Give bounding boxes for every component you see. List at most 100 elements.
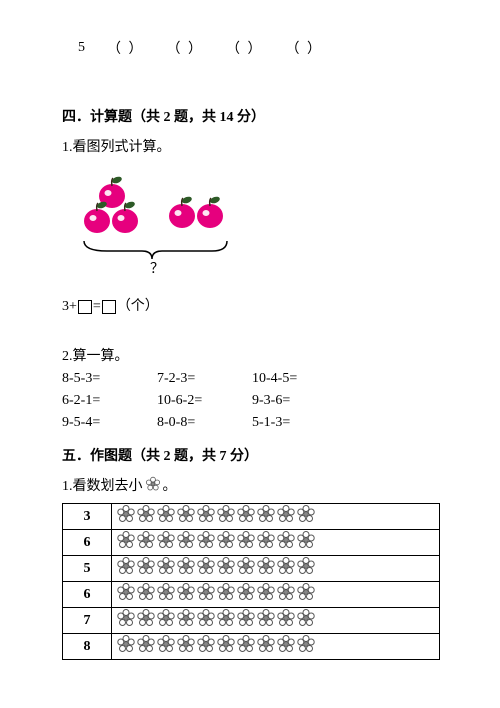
flower-icon [176,530,196,555]
flower-icon [116,582,136,607]
flower-cell [112,504,440,530]
flower-icon [276,504,296,529]
flower-icon [176,634,196,659]
flower-icon [276,556,296,581]
num-cell: 6 [63,530,112,556]
flower-cell [112,582,440,608]
flower-cell [112,608,440,634]
flower-icon [296,608,316,633]
paren-blank-3: （ ） [286,38,324,58]
flower-icon [136,556,156,581]
flower-icon [296,530,316,555]
flower-icon [136,504,156,529]
flower-icon [296,634,316,659]
flower-icon [196,556,216,581]
flower-icon [196,530,216,555]
flower-icon [216,634,236,659]
q2-label: 2.算一算。 [62,345,438,365]
paren-blank-1: （ ） [167,38,205,58]
eq-mid: = [93,299,101,314]
flower-icon [196,504,216,529]
flower-icon [136,608,156,633]
calc-cell: 10-6-2= [157,393,252,409]
flower-cell [112,634,440,660]
calc-cell: 6-2-1= [62,393,157,409]
calc-cell: 8-0-8= [157,415,252,431]
calc-grid: 8-5-3= 7-2-3= 10-4-5= 6-2-1= 10-6-2= 9-3… [62,371,438,431]
calc-row: 6-2-1= 10-6-2= 9-3-6= [62,393,438,409]
flower-icon [196,634,216,659]
paren-blank-2: （ ） [226,38,264,58]
eq-prefix: 3+ [62,299,77,314]
svg-text:？: ？ [150,262,164,276]
flower-icon [276,530,296,555]
flower-cell [112,530,440,556]
table-row: 7 [63,608,440,634]
flower-icon [236,608,256,633]
flower-icon [216,582,236,607]
flower-icon [296,556,316,581]
flower-icon [236,504,256,529]
num-cell: 5 [63,556,112,582]
flower-icon [116,530,136,555]
num-cell: 8 [63,634,112,660]
flower-icon [176,556,196,581]
flower-icon [236,634,256,659]
eq-suffix: （个） [117,299,159,314]
calc-cell: 7-2-3= [157,371,252,387]
eq-box2 [102,300,116,314]
calc-cell: 9-3-6= [252,393,347,409]
flower-icon [176,582,196,607]
flower-icon [296,504,316,529]
flower-icon [256,608,276,633]
flower-icon [296,582,316,607]
flower-icon [136,530,156,555]
flower-icon [276,608,296,633]
num-cell: 6 [63,582,112,608]
paren-blank-0: （ ） [107,38,145,58]
table-row: 6 [63,530,440,556]
flower-icon [145,476,161,497]
num-cell: 7 [63,608,112,634]
top-fill-row: 5 （ ） （ ） （ ） （ ） [62,38,438,58]
flower-icon [116,608,136,633]
section5-title: 五．作图题（共 2 题，共 7 分） [62,445,438,465]
flower-icon [176,504,196,529]
flower-icon [156,608,176,633]
flower-icon [196,582,216,607]
calc-cell: 5-1-3= [252,415,347,431]
q1-label: 1.看图列式计算。 [62,136,438,156]
calc-cell: 8-5-3= [62,371,157,387]
flower-icon [176,608,196,633]
flower-icon [256,582,276,607]
apple-illustration: ？ [62,166,438,281]
table-row: 8 [63,634,440,660]
flower-icon [216,530,236,555]
calc-cell: 10-4-5= [252,371,347,387]
flower-icon [276,582,296,607]
flower-cell [112,556,440,582]
table-row: 3 [63,504,440,530]
flower-icon [136,634,156,659]
flower-icon [196,608,216,633]
flower-icon [116,634,136,659]
eq-box1 [78,300,92,314]
flower-icon [276,634,296,659]
flower-icon [116,504,136,529]
flower-icon [256,556,276,581]
flower-icon [156,504,176,529]
num-cell: 3 [63,504,112,530]
table-row: 5 [63,556,440,582]
section4-title: 四．计算题（共 2 题，共 14 分） [62,106,438,126]
flower-table: 365678 [62,503,440,660]
flower-icon [216,608,236,633]
flower-icon [156,530,176,555]
flower-icon [256,530,276,555]
top-number: 5 [78,40,85,56]
flower-icon [216,504,236,529]
calc-row: 8-5-3= 7-2-3= 10-4-5= [62,371,438,387]
flower-icon [236,582,256,607]
calc-cell: 9-5-4= [62,415,157,431]
s5-q1-text: 1.看数划去小。 [62,479,177,494]
flower-icon [116,556,136,581]
